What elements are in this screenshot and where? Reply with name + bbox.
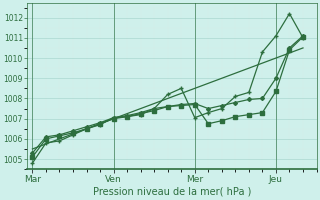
X-axis label: Pression niveau de la mer( hPa ): Pression niveau de la mer( hPa ) <box>92 187 251 197</box>
